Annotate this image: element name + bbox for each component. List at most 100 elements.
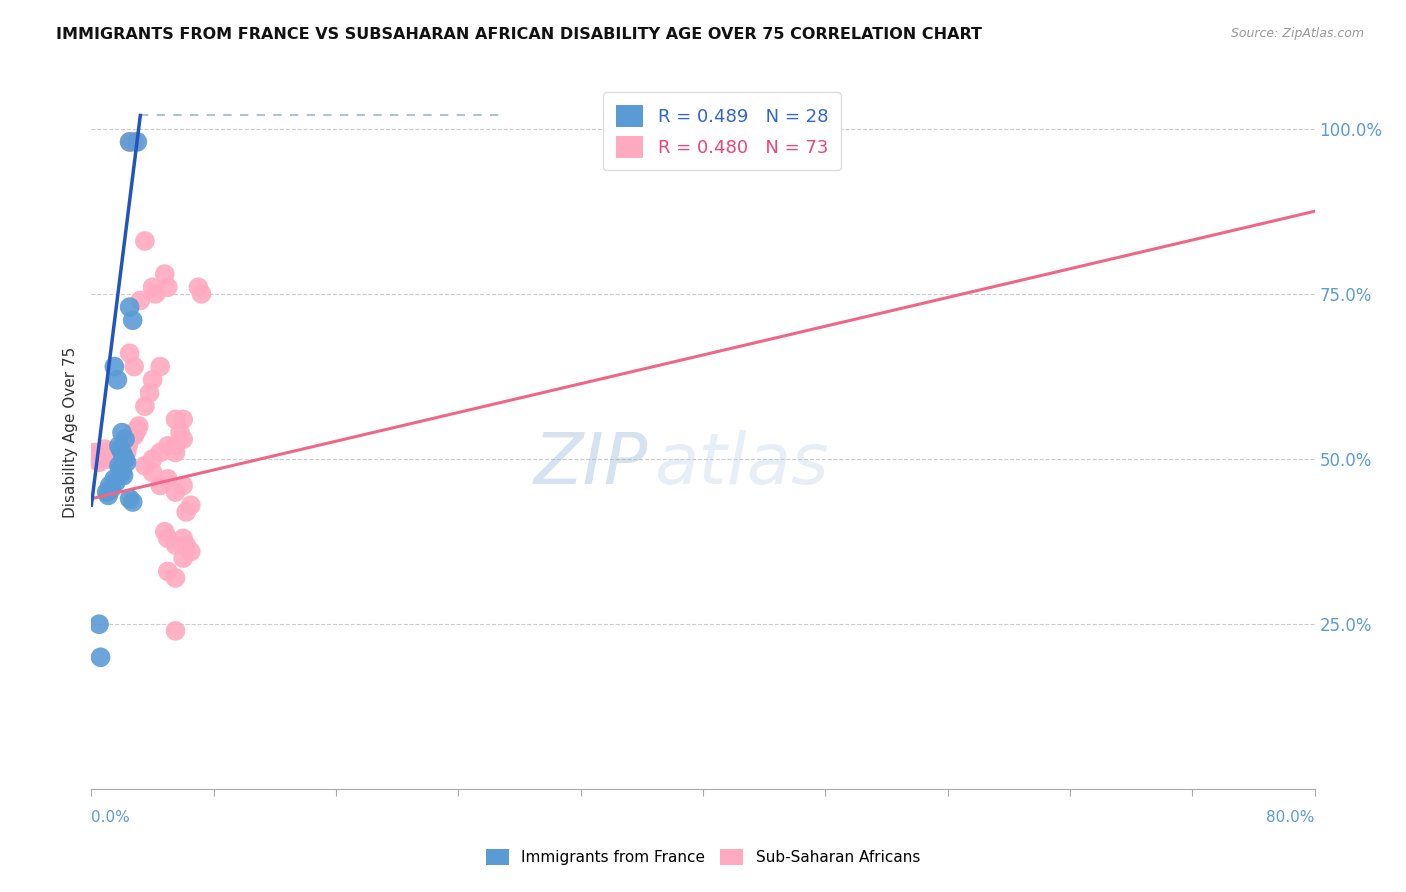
Point xyxy=(149,359,172,374)
Point xyxy=(111,425,134,440)
Point xyxy=(90,445,112,459)
Point xyxy=(187,280,209,294)
Point xyxy=(108,439,131,453)
Point xyxy=(141,280,163,294)
Point xyxy=(87,455,110,469)
Point xyxy=(115,445,138,459)
Point xyxy=(103,472,125,486)
Point xyxy=(149,478,172,492)
Point xyxy=(141,465,163,479)
Point xyxy=(120,135,142,149)
Point xyxy=(120,429,142,443)
Point xyxy=(108,458,131,473)
Y-axis label: Disability Age Over 75: Disability Age Over 75 xyxy=(63,347,79,518)
Legend: R = 0.489   N = 28, R = 0.480   N = 73: R = 0.489 N = 28, R = 0.480 N = 73 xyxy=(603,92,841,170)
Point xyxy=(165,485,187,500)
Legend: Immigrants from France, Sub-Saharan Africans: Immigrants from France, Sub-Saharan Afri… xyxy=(479,843,927,871)
Point xyxy=(110,442,132,457)
Point xyxy=(165,538,187,552)
Point xyxy=(174,505,197,519)
Point xyxy=(125,425,148,440)
Point xyxy=(97,452,120,467)
Point xyxy=(98,445,121,459)
Text: atlas: atlas xyxy=(654,430,828,500)
Point xyxy=(141,373,163,387)
Point xyxy=(114,432,136,446)
Point xyxy=(156,472,179,486)
Point xyxy=(153,267,176,281)
Point xyxy=(141,452,163,467)
Point xyxy=(87,617,110,632)
Point xyxy=(104,452,127,467)
Point xyxy=(180,544,202,558)
Text: Source: ZipAtlas.com: Source: ZipAtlas.com xyxy=(1230,27,1364,40)
Point xyxy=(118,491,141,506)
Point xyxy=(174,538,197,552)
Point xyxy=(111,465,134,479)
Point xyxy=(104,475,127,490)
Point xyxy=(118,135,141,149)
Point xyxy=(105,445,128,459)
Point xyxy=(122,135,145,149)
Point xyxy=(118,432,141,446)
Point xyxy=(169,425,191,440)
Point xyxy=(156,439,179,453)
Point xyxy=(172,551,194,566)
Point xyxy=(84,449,107,463)
Point xyxy=(149,445,172,459)
Point xyxy=(121,313,143,327)
Point xyxy=(172,478,194,492)
Point xyxy=(96,449,118,463)
Point xyxy=(156,532,179,546)
Point xyxy=(94,442,117,457)
Point xyxy=(93,452,115,467)
Point xyxy=(110,462,132,476)
Point xyxy=(127,135,149,149)
Point xyxy=(180,498,202,512)
Point xyxy=(153,524,176,539)
Point xyxy=(156,565,179,579)
Point xyxy=(86,452,108,467)
Point xyxy=(172,432,194,446)
Point xyxy=(90,650,112,665)
Point xyxy=(165,445,187,459)
Point xyxy=(121,425,143,440)
Point xyxy=(115,455,138,469)
Point xyxy=(101,445,124,459)
Point xyxy=(111,445,134,459)
Point xyxy=(103,359,125,374)
Point xyxy=(172,532,194,546)
Point xyxy=(134,234,156,248)
Point xyxy=(114,442,136,457)
Point xyxy=(100,449,122,463)
Point xyxy=(127,422,149,436)
Point xyxy=(122,429,145,443)
Point xyxy=(112,449,135,463)
Point xyxy=(83,445,105,459)
Point xyxy=(105,373,128,387)
Point xyxy=(134,458,156,473)
Point xyxy=(134,399,156,413)
Point xyxy=(172,412,194,426)
Point xyxy=(118,300,141,314)
Point xyxy=(118,135,141,149)
Point xyxy=(145,286,167,301)
Point xyxy=(165,439,187,453)
Point xyxy=(112,449,135,463)
Point xyxy=(108,449,131,463)
Point xyxy=(128,419,150,434)
Point xyxy=(111,445,134,459)
Point xyxy=(156,280,179,294)
Point xyxy=(114,452,136,467)
Point xyxy=(122,359,145,374)
Point xyxy=(121,135,143,149)
Point xyxy=(190,286,212,301)
Point xyxy=(110,452,132,467)
Point xyxy=(91,449,114,463)
Text: 0.0%: 0.0% xyxy=(91,810,131,825)
Point xyxy=(98,478,121,492)
Point xyxy=(97,488,120,502)
Point xyxy=(121,495,143,509)
Point xyxy=(165,571,187,585)
Text: IMMIGRANTS FROM FRANCE VS SUBSAHARAN AFRICAN DISABILITY AGE OVER 75 CORRELATION : IMMIGRANTS FROM FRANCE VS SUBSAHARAN AFR… xyxy=(56,27,983,42)
